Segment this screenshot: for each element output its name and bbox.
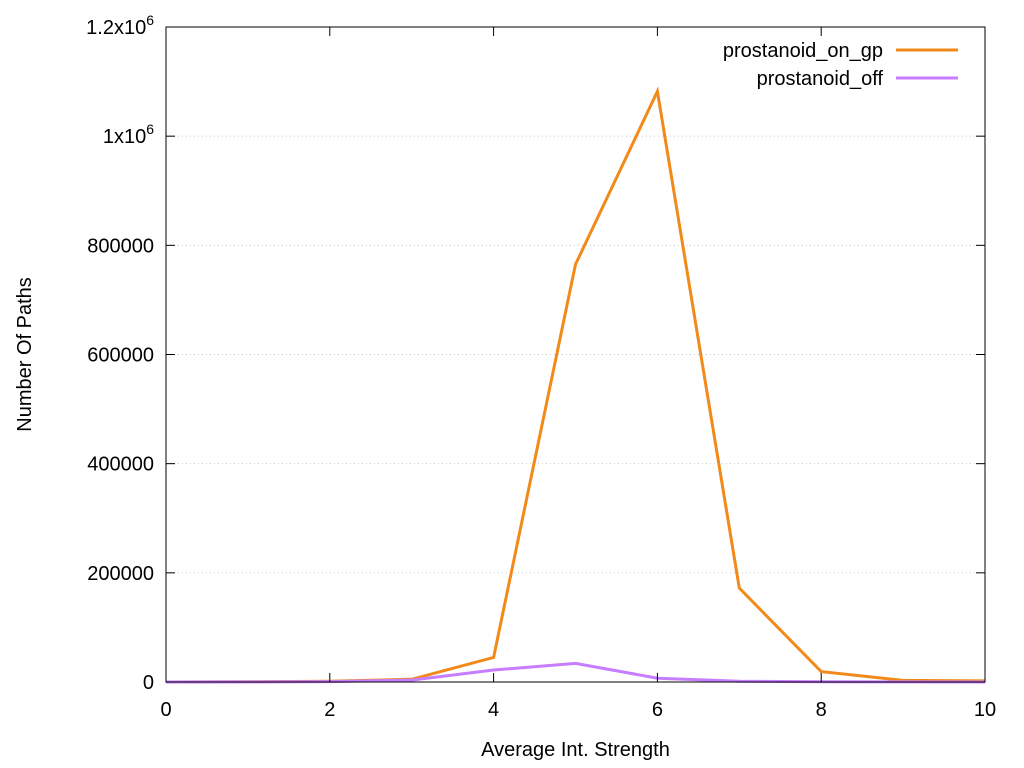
y-tick-mantissa: 200000: [87, 563, 154, 585]
x-tick-label: 8: [816, 699, 827, 721]
x-tick-label: 0: [160, 699, 171, 721]
series-lines: [165, 86, 986, 684]
y-tick-mantissa: 1.2x10: [86, 17, 146, 39]
y-tick-label: 1x106: [103, 121, 154, 148]
y-tick-mantissa: 1x10: [103, 126, 146, 148]
y-tick-label: 800000: [87, 235, 154, 257]
axis-ticks: [165, 26, 986, 683]
y-tick-label: 200000: [87, 563, 154, 585]
legend-label: prostanoid_on_gp: [723, 40, 883, 62]
y-tick-label: 0: [143, 672, 154, 694]
legend-label: prostanoid_off: [757, 68, 884, 90]
series-line-prostanoid-on-gp: [165, 86, 986, 684]
y-tick-label: 1.2x106: [86, 12, 154, 39]
series-line-prostanoid-off: [165, 661, 986, 684]
x-tick-label: 2: [324, 699, 335, 721]
y-tick-exponent: 6: [146, 121, 154, 137]
y-tick-mantissa: 800000: [87, 235, 154, 257]
y-axis-title: Number Of Paths: [14, 277, 36, 432]
x-tick-label: 4: [488, 699, 499, 721]
y-tick-mantissa: 0: [143, 672, 154, 694]
x-tick-label: 10: [974, 699, 996, 721]
y-tick-mantissa: 400000: [87, 454, 154, 476]
grid-lines: [166, 135, 985, 574]
y-tick-exponent: 6: [146, 12, 154, 28]
x-axis-title: Average Int. Strength: [481, 739, 670, 761]
y-tick-mantissa: 600000: [87, 345, 154, 367]
x-tick-label: 6: [652, 699, 663, 721]
legend: prostanoid_on_gp prostanoid_off: [723, 40, 958, 90]
y-tick-label: 400000: [87, 454, 154, 476]
y-tick-label: 600000: [87, 345, 154, 367]
